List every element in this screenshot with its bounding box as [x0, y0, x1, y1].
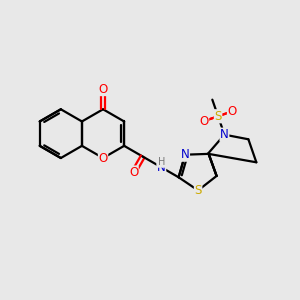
Text: O: O: [200, 115, 208, 128]
Text: O: O: [98, 82, 108, 96]
Text: N: N: [157, 161, 166, 174]
Text: N: N: [220, 128, 229, 141]
Text: O: O: [98, 152, 108, 164]
Text: S: S: [194, 184, 202, 197]
Text: O: O: [227, 105, 237, 118]
Text: O: O: [129, 166, 138, 179]
Text: N: N: [181, 148, 190, 161]
Text: H: H: [158, 157, 165, 167]
Text: S: S: [214, 110, 222, 123]
